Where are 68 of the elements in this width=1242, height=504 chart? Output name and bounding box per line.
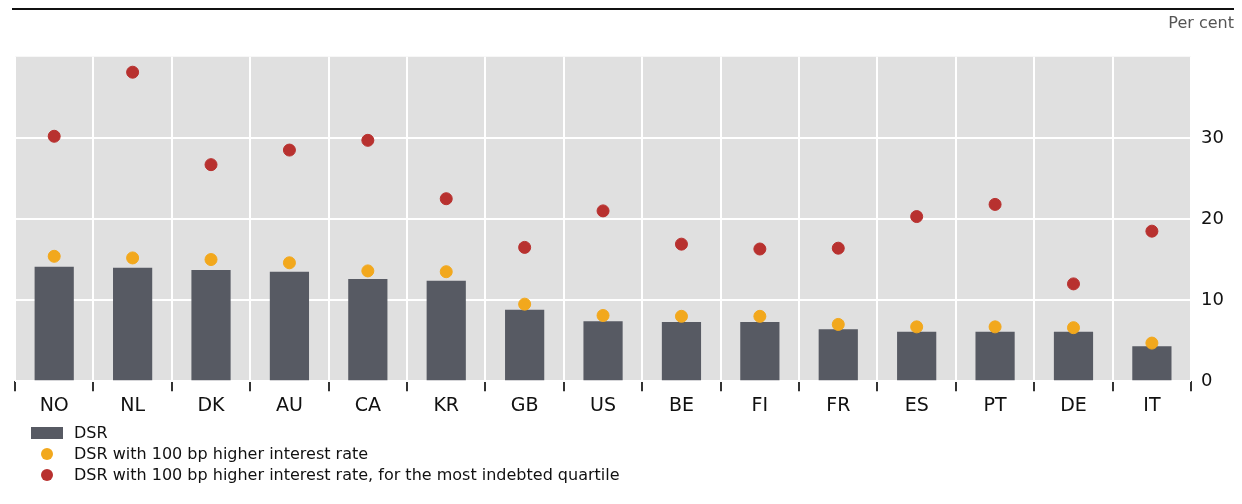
point (126, 251, 140, 265)
x-tick-label: KR (433, 392, 460, 415)
point (1145, 224, 1159, 238)
point (439, 265, 453, 279)
bar (348, 279, 388, 381)
bar (113, 267, 153, 381)
point (282, 143, 296, 157)
x-tick-label: BE (668, 392, 694, 415)
x-tick-label: GB (510, 392, 539, 415)
point (910, 210, 924, 224)
bar (426, 280, 466, 381)
x-tick-label: ES (904, 392, 929, 415)
y-tick-label: 30 (1201, 125, 1224, 147)
x-tick-label: DE (1060, 392, 1087, 415)
bar (191, 270, 231, 381)
bar (505, 309, 545, 381)
bar (269, 271, 310, 381)
point (831, 241, 845, 255)
bar (975, 331, 1015, 381)
legend-label: DSR (74, 423, 108, 442)
bar (583, 321, 623, 381)
legend-label: DSR with 100 bp higher interest rate (74, 444, 369, 463)
point (518, 240, 532, 254)
bar (897, 331, 937, 381)
point (596, 204, 610, 218)
point (831, 317, 845, 331)
y-axis-title: Per cent (1167, 12, 1234, 34)
point (47, 129, 61, 143)
y-tick-label: 0 (1201, 368, 1213, 390)
point (988, 320, 1002, 334)
point (674, 309, 688, 323)
bar (1132, 346, 1172, 381)
point (988, 197, 1002, 211)
bar (1053, 331, 1094, 381)
point (47, 249, 61, 263)
point (753, 309, 767, 323)
point (518, 297, 532, 311)
x-tick-label: FI (751, 392, 769, 415)
point (204, 253, 218, 267)
point (439, 192, 453, 206)
point (282, 256, 296, 270)
point (674, 237, 688, 251)
point (910, 320, 924, 334)
bar (661, 322, 702, 381)
point (361, 264, 375, 278)
y-tick-label: 20 (1201, 206, 1224, 228)
x-tick-label: CA (354, 392, 381, 415)
x-tick-label: NO (39, 392, 69, 415)
bar (740, 322, 780, 381)
point (204, 158, 218, 172)
x-tick-label: FR (826, 392, 851, 415)
x-tick-label: DK (197, 392, 226, 415)
x-tick-label: US (590, 392, 617, 415)
y-tick-label: 10 (1201, 287, 1224, 309)
x-tick-label: AU (275, 392, 303, 415)
point (1066, 277, 1080, 291)
x-tick-label: PT (983, 392, 1007, 415)
x-tick-label: NL (120, 392, 146, 415)
point (596, 309, 610, 323)
point (1145, 336, 1159, 350)
point (361, 133, 375, 147)
x-tick-label: IT (1143, 392, 1161, 415)
point (753, 242, 767, 256)
bar (34, 266, 74, 381)
point (126, 65, 140, 79)
bar (818, 329, 858, 381)
point (1066, 321, 1080, 335)
legend-label: DSR with 100 bp higher interest rate, for the most indebted quartile (74, 465, 620, 484)
